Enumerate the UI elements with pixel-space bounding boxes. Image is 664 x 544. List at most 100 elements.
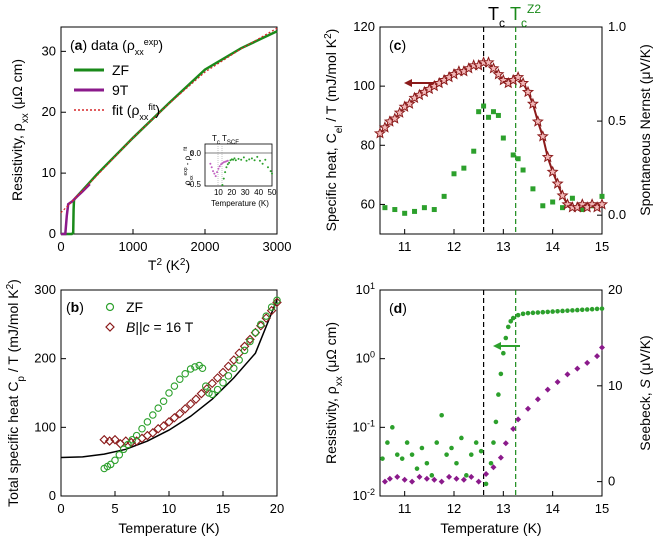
- rho-point: [493, 419, 499, 425]
- zf-point: [240, 346, 249, 355]
- rho-point: [525, 310, 531, 316]
- seebeck-point: [594, 353, 601, 360]
- b16t-point: [234, 348, 244, 358]
- seebeck-point: [401, 476, 408, 483]
- b16t-point: [148, 428, 158, 438]
- panel-d-arrowhead: [493, 342, 501, 350]
- panel-c-xticks: 11 12 13 14 15: [398, 229, 609, 254]
- panel-a-xlabel: T2 (K2): [148, 257, 190, 274]
- ytick-label: 0.5: [608, 113, 626, 128]
- nernst-point: [550, 199, 556, 205]
- rho-point: [419, 445, 425, 451]
- rho-point: [550, 309, 555, 314]
- inset-zf-point: [242, 156, 245, 159]
- ytick-label: 0: [49, 226, 56, 241]
- ytick-label: 80: [361, 137, 375, 152]
- legend-9t: 9T: [112, 82, 129, 98]
- b16t-point: [196, 388, 207, 399]
- rho-point: [594, 306, 600, 312]
- heat-point: [526, 97, 539, 109]
- nernst-point: [520, 167, 526, 173]
- fit-line: [60, 27, 278, 214]
- rho-point: [584, 307, 590, 312]
- rho-point: [565, 308, 570, 313]
- inset-xtick: 40: [254, 188, 263, 197]
- panel-c-tc-label: Tc: [488, 4, 505, 30]
- heat-point: [531, 115, 544, 127]
- inset-ylabel: ρxxexp - ρxxfit: [183, 146, 195, 185]
- b16t-point: [104, 436, 115, 446]
- rho-point: [394, 452, 400, 457]
- seebeck-point: [525, 405, 531, 412]
- fit-curve: [60, 299, 278, 459]
- panel-b-label: (b): [66, 299, 84, 315]
- inset-zf-point: [258, 159, 261, 162]
- seebeck-point: [453, 475, 460, 482]
- zf-point: [257, 320, 265, 329]
- panel-c-right-yticks: 0.0 0.5 1.0: [597, 19, 626, 222]
- b16t-point: [202, 384, 212, 394]
- xtick-label: 14: [545, 239, 559, 254]
- nernst-point: [451, 171, 457, 177]
- panel-d-ylabel: Resistivity, ρxx (μΩ cm): [323, 322, 345, 464]
- panel-d-right-yticks: 0 10 20: [597, 282, 622, 489]
- xtick-label: 20: [270, 501, 284, 516]
- inset-zf-point: [224, 171, 227, 174]
- panel-b-yticks: 0 100 200 300: [34, 282, 66, 503]
- rho-point: [535, 310, 541, 315]
- heat-point: [373, 127, 387, 139]
- rho-point: [424, 460, 430, 466]
- b16t-point: [158, 421, 169, 431]
- zf-point: [106, 460, 115, 469]
- panel-b-xticks: 0 5 10 15 20: [57, 491, 284, 516]
- heat-point: [482, 56, 495, 68]
- zf-point: [198, 364, 207, 373]
- zf-point: [128, 435, 137, 444]
- heat-point: [497, 73, 510, 86]
- xtick-label: 3000: [263, 239, 292, 254]
- panel-a-ylabel: Resistivity, ρxx (μΩ cm): [9, 59, 31, 201]
- rho-point: [385, 440, 390, 445]
- inset-zf-point: [226, 163, 229, 166]
- panel-b-xlabel: Temperature (K): [118, 520, 219, 536]
- rho-point: [380, 456, 385, 461]
- heat-point: [517, 76, 530, 89]
- b16t-point: [175, 408, 185, 419]
- b16t-point: [185, 399, 196, 409]
- inset-zf-point: [266, 166, 269, 169]
- inset-tc-label: Tc: [212, 134, 220, 146]
- zf-point: [224, 372, 233, 380]
- seebeck-point: [490, 464, 497, 471]
- heat-point: [586, 198, 599, 210]
- zf-point: [235, 356, 243, 364]
- zf-point: [159, 397, 168, 405]
- nernst-point: [441, 193, 447, 199]
- xtick-label: 13: [496, 501, 510, 516]
- b16t-point: [212, 373, 223, 383]
- inset-9t-point: [210, 166, 213, 169]
- zf-point: [186, 365, 195, 373]
- nernst-point: [510, 152, 516, 158]
- panel-b-series: [60, 296, 282, 473]
- nernst-point: [500, 135, 506, 141]
- inset-zf-point: [256, 155, 259, 158]
- inset-zf-point: [240, 158, 243, 161]
- nernst-point: [402, 210, 408, 216]
- heat-point: [403, 97, 416, 109]
- inset-zf-point: [271, 172, 273, 175]
- heat-point: [556, 189, 569, 201]
- seebeck-point: [564, 371, 571, 378]
- panel-c-tz2-label: TcZ2: [510, 2, 541, 30]
- inset-9t-point: [209, 162, 212, 165]
- xtick-label: 11: [398, 501, 412, 516]
- nernst-point: [490, 109, 496, 115]
- panel-d-series: [380, 290, 605, 496]
- rho-point: [491, 440, 496, 445]
- b16t-point: [164, 417, 174, 427]
- heat-point: [551, 177, 564, 189]
- ytick-label: 120: [353, 19, 375, 34]
- inset-frame: [204, 143, 273, 187]
- xtick-label: 1000: [119, 239, 148, 254]
- ytick-label: 100: [34, 419, 56, 434]
- nernst-point: [412, 208, 418, 214]
